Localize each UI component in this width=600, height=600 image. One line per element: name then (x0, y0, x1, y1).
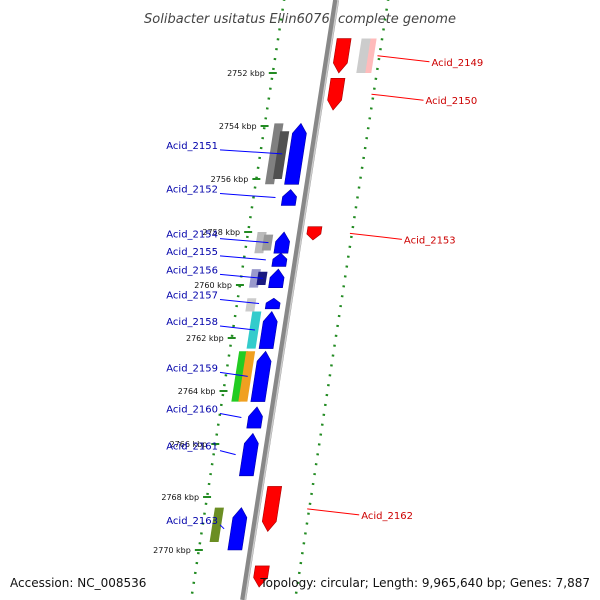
label-leader (371, 93, 424, 101)
right-lane (293, 0, 390, 600)
tick-label: 2756 kbp (211, 175, 249, 184)
label-leader (219, 450, 236, 456)
accession-text: Accession: NC_008536 (10, 576, 147, 590)
gene-label: Acid_2153 (404, 235, 456, 246)
backbone-line (240, 0, 340, 600)
label-leader (219, 255, 266, 261)
forward-gene-arrow (258, 310, 278, 349)
tick-label: 2766 kbp (170, 440, 208, 449)
genome-title: Solibacter usitatus Ellin6076, complete … (144, 12, 456, 27)
reverse-gene-arrow (253, 565, 270, 588)
gene-label: Acid_2159 (166, 363, 218, 374)
tick-label: 2764 kbp (178, 387, 216, 396)
gene-label: Acid_2162 (361, 511, 413, 522)
gene-labels: Acid_2151 Acid_2152 Acid_2154 Acid_2155 Acid… (166, 55, 483, 530)
gene-label: Acid_2152 (166, 185, 218, 196)
tick-label: 2758 kbp (202, 228, 240, 237)
hit-bar (272, 131, 290, 179)
forward-gene-arrow (246, 406, 263, 429)
label-leader (377, 55, 430, 63)
gene-label: Acid_2157 (166, 291, 218, 302)
label-leader (219, 325, 255, 331)
gene-label: Acid_2160 (166, 405, 218, 416)
label-leader (219, 371, 248, 377)
forward-gene-arrow (271, 252, 288, 267)
gene-label: Acid_2151 (166, 141, 218, 152)
hit-bar (209, 507, 224, 543)
tick-label: 2754 kbp (219, 122, 257, 131)
hit-bar (231, 351, 249, 402)
tick-label: 2762 kbp (186, 334, 224, 343)
reverse-gene-arrow (261, 486, 283, 532)
label-leader (219, 273, 263, 279)
tick-label: 2760 kbp (194, 281, 232, 290)
reverse-gene-arrow (327, 78, 346, 111)
hit-bar (356, 38, 371, 73)
reverse-gene-arrow (333, 38, 352, 74)
forward-gene-arrow (250, 350, 272, 402)
forward-gene-arrow (239, 432, 259, 477)
label-leader (219, 299, 260, 305)
gene-label: Acid_2154 (166, 230, 218, 241)
reverse-gene-arrow (306, 226, 323, 241)
forward-gene-arrow (284, 122, 307, 185)
forward-gene-arrow (268, 268, 285, 288)
tick-marks: 2752 kbp 2754 kbp 2756 kbp 2758 kbp 2760 kbp… (153, 69, 277, 555)
hit-bar (245, 298, 257, 312)
topology-summary: Topology: circular; Length: 9,965,640 bp… (260, 576, 590, 590)
label-leader (219, 193, 276, 199)
gene-label: Acid_2155 (166, 247, 218, 258)
hit-bar (265, 123, 284, 185)
label-leader (219, 149, 283, 155)
gene-label: Acid_2149 (431, 58, 483, 69)
gene-label: Acid_2156 (166, 265, 218, 276)
tick-label: 2770 kbp (153, 546, 191, 555)
gene-features (209, 38, 377, 588)
gene-label: Acid_2163 (166, 516, 218, 527)
label-leader (349, 232, 402, 240)
gene-label: Acid_2161 (166, 442, 218, 453)
left-lane (189, 0, 286, 600)
label-leader (219, 413, 242, 418)
forward-gene-arrow (227, 507, 248, 551)
backbone-highlight (244, 0, 339, 600)
genome-backbone (240, 0, 340, 600)
forward-gene-arrow (264, 297, 281, 310)
gene-label: Acid_2158 (166, 317, 218, 328)
label-leader (219, 238, 269, 244)
forward-gene-arrow (280, 189, 297, 206)
label-leader (219, 524, 225, 530)
forward-gene-arrow (273, 231, 290, 254)
tick-label: 2752 kbp (227, 69, 265, 78)
gene-label: Acid_2150 (425, 96, 477, 107)
label-leader (307, 508, 360, 516)
tick-label: 2768 kbp (161, 493, 199, 502)
feature-lanes (189, 0, 390, 600)
